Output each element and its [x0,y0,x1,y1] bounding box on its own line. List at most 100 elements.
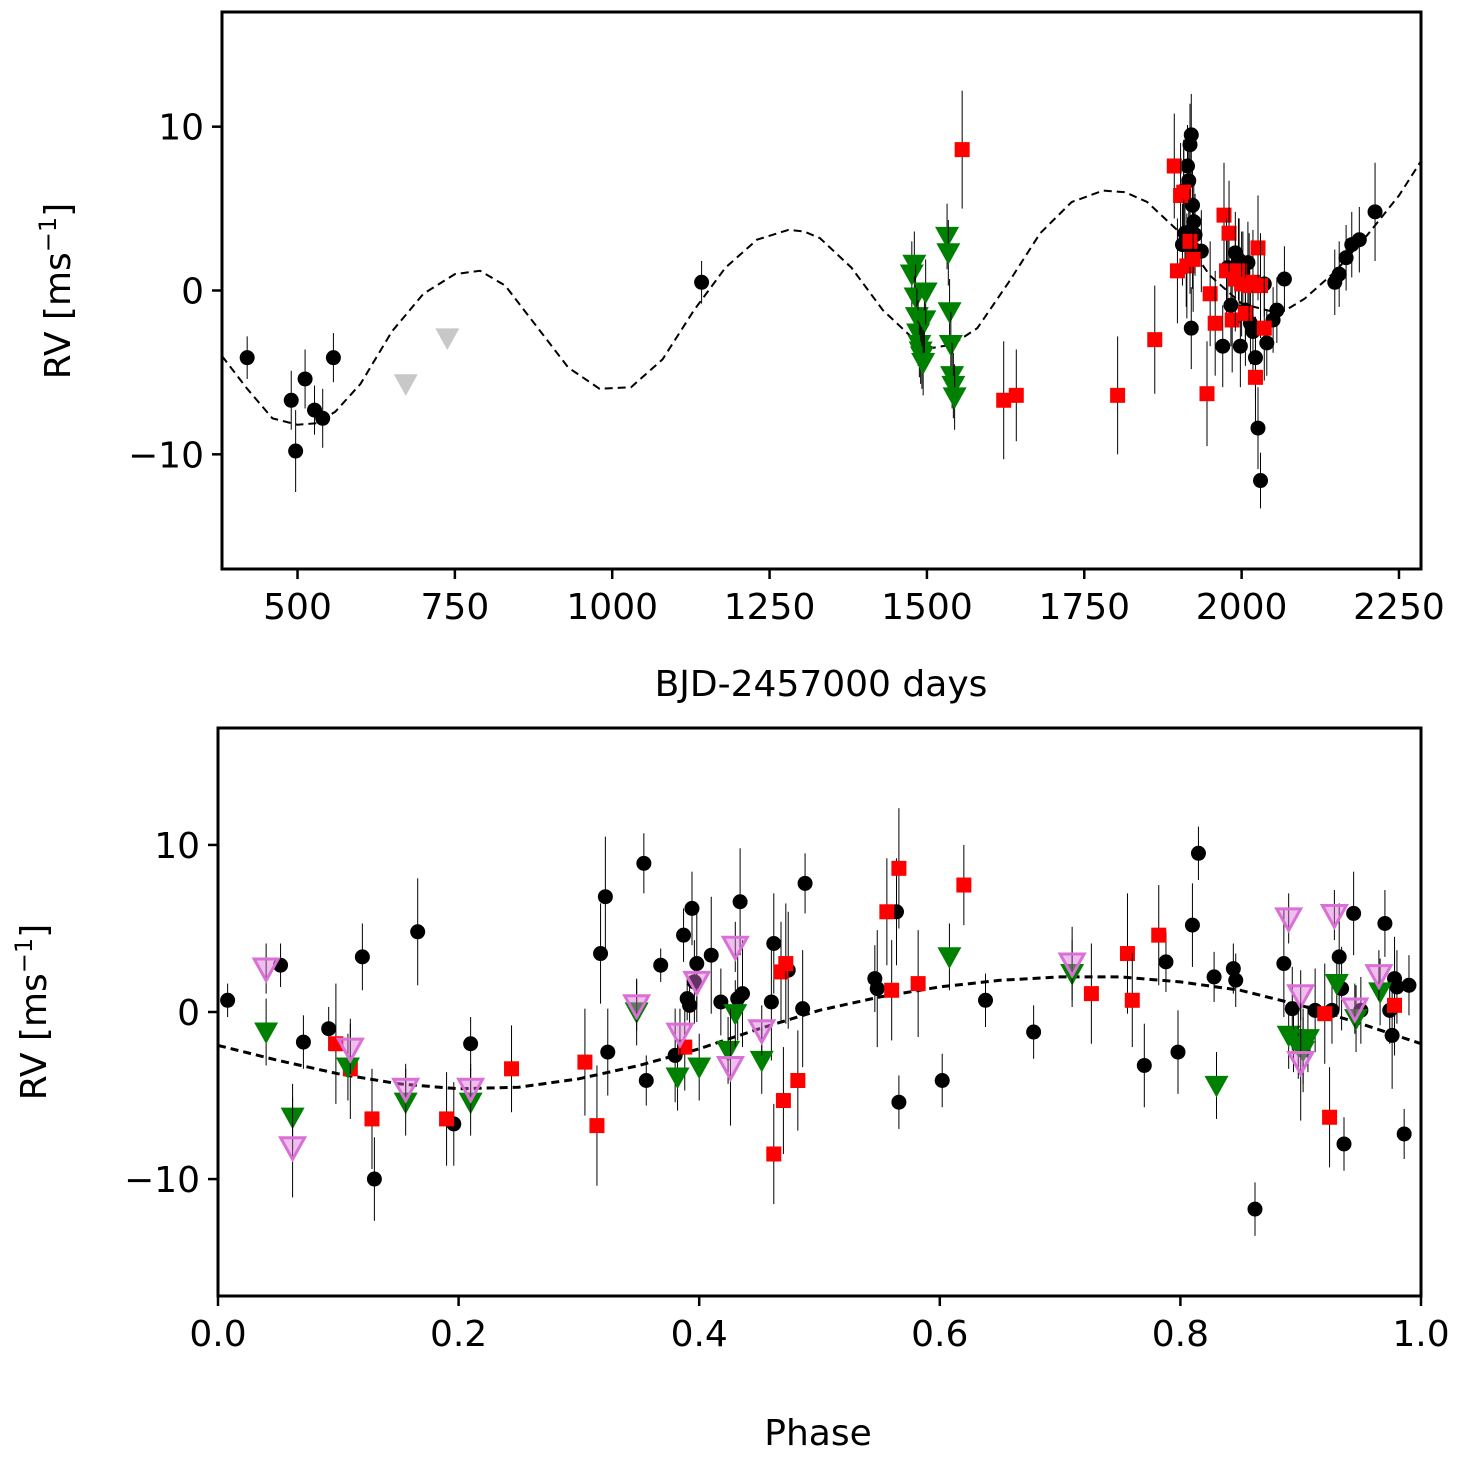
bottom-y-axis-label-exponent: −1 [10,938,38,973]
top-x-axis-label: BJD-2457000 days [655,664,988,705]
bottom-data-point [797,875,813,891]
bottom-data-point [636,855,652,871]
bottom-data-point [682,970,712,998]
top-data-point [283,392,299,408]
bottom-data-point [1206,969,1222,985]
bottom-data-point [254,1022,279,1045]
bottom-data-point [1286,1051,1316,1078]
bottom-data-point [766,936,782,952]
top-data-point [936,243,961,265]
top-data-point [1216,207,1232,223]
bottom-data-point [220,992,236,1008]
bottom-y-ticks: −10 0 10 [124,826,218,1201]
bottom-data-point [723,1004,748,1026]
bottom-data-point [665,1022,695,1049]
bottom-x-tick-label: 1.0 [1392,1314,1449,1355]
bottom-x-tick-label: 0.2 [430,1314,487,1355]
bottom-data-point [891,1094,907,1110]
top-data-point [913,282,938,305]
bottom-data-layer [218,808,1421,1236]
top-series-1-square [954,90,1272,460]
bottom-data-point [1124,992,1140,1008]
bottom-data-point [891,860,907,876]
bottom-data-point [884,982,900,998]
bottom-data-point [910,976,926,992]
bottom-data-point [1204,1075,1229,1098]
bottom-data-point [1228,972,1244,988]
bottom-y-tick-label: 10 [154,826,200,867]
top-series-2-triangle-down [899,203,967,430]
bottom-axes-frame [216,726,1423,1298]
top-x-tick-label: 1000 [566,587,658,628]
bottom-data-point [956,877,972,893]
bottom-data-point [1336,1136,1352,1152]
top-data-point [1250,240,1266,256]
top-data-point [315,410,331,426]
bottom-data-point [278,1136,308,1163]
bottom-series-2-triangle-down [254,923,1393,1151]
bottom-data-point [1276,956,1292,972]
bottom-data-point [366,1171,382,1187]
top-x-tick-label: 1750 [1038,587,1130,628]
bottom-data-point [622,994,652,1021]
bottom-data-point [1340,997,1370,1024]
bottom-data-point [682,997,698,1013]
bottom-data-point [1083,986,1099,1002]
top-data-point [1185,197,1201,213]
bottom-data-point [589,1118,605,1134]
bottom-data-point [790,1072,806,1088]
bottom-data-point [1396,1126,1412,1142]
bottom-y-axis-label: RV [ms−1] [10,924,55,1100]
bottom-data-point [1401,977,1417,993]
bottom-data-point [1317,1006,1333,1022]
bottom-data-point [354,949,370,965]
bottom-data-point [439,1111,455,1127]
bottom-x-tick-label: 0.8 [1152,1314,1209,1355]
bottom-data-point [335,1037,365,1064]
top-x-tick-label: 1250 [724,587,816,628]
top-x-tick-label: 2250 [1353,587,1445,628]
top-data-point [1185,251,1201,267]
bottom-data-point [1346,905,1362,921]
bottom-y-axis-label-end: ] [14,924,55,938]
bottom-data-point [1389,979,1405,995]
bottom-data-point [1190,845,1206,861]
bottom-data-point [504,1061,520,1077]
bottom-data-point [251,957,281,984]
top-data-point [996,392,1012,408]
bottom-y-axis-label-main: RV [ms [14,973,55,1100]
top-data-point [941,375,966,398]
bottom-data-point [335,1057,360,1080]
bottom-data-point [703,947,719,963]
top-data-point [1253,278,1269,294]
top-data-point [912,310,937,332]
bottom-data-point [577,1054,593,1070]
top-y-tick-label: 10 [158,108,204,149]
bottom-data-point [638,1072,654,1088]
bottom-data-point [766,1146,782,1162]
bottom-data-point [364,1111,380,1127]
bottom-data-point [1247,1201,1263,1217]
bottom-data-point [716,1040,741,1063]
top-x-tick-label: 2000 [1196,587,1288,628]
bottom-data-point [1322,1109,1338,1125]
bottom-data-point [1057,952,1087,979]
bottom-data-point [1368,982,1393,1004]
bottom-data-point [1151,927,1167,943]
top-data-point [694,274,710,290]
top-x-tick-label: 750 [421,587,490,628]
top-data-point [1253,473,1269,489]
bottom-data-point [763,994,779,1010]
top-data-point [325,350,341,366]
top-data-point [1269,302,1285,318]
bottom-data-point [687,1057,712,1080]
top-series-0-circle [239,93,1383,509]
top-data-point [1176,184,1192,200]
top-data-point [288,443,304,459]
bottom-data-point [778,956,794,972]
top-data-layer [222,90,1421,509]
top-data-point [954,142,970,158]
bottom-data-point [978,992,994,1008]
